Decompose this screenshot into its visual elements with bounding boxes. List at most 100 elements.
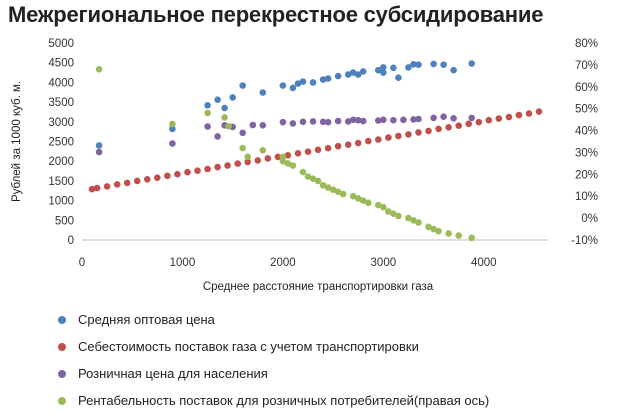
data-point (95, 148, 103, 156)
data-point (450, 115, 457, 122)
data-point (289, 84, 297, 92)
data-point (535, 108, 543, 115)
data-point (284, 160, 292, 167)
data-point (365, 137, 372, 145)
data-points (88, 60, 543, 242)
data-point (450, 66, 457, 74)
data-point (380, 116, 387, 124)
data-point (415, 61, 422, 68)
data-point (415, 129, 422, 136)
y2-tick-label: -10% (571, 235, 598, 247)
data-point (229, 94, 236, 101)
y-tick-label: 4500 (48, 58, 74, 70)
data-point (430, 114, 437, 122)
y2-tick-label: 30% (575, 147, 598, 159)
data-point (95, 66, 103, 73)
y-tick-label: 3500 (48, 97, 74, 109)
data-point (390, 210, 397, 217)
data-point (344, 141, 352, 148)
data-point (349, 192, 357, 200)
data-point (244, 158, 251, 166)
data-point (405, 64, 412, 71)
data-point (349, 69, 357, 76)
data-point (279, 118, 287, 126)
y-axis-right-ticks: -10% 0% 10% 20% 30% 40% 50% 60% 70% 80% (571, 38, 598, 247)
x-axis-ticks: 0 1000 2000 3000 4000 (79, 257, 497, 269)
data-point (204, 123, 211, 130)
data-point (299, 78, 307, 85)
data-point (299, 118, 307, 126)
data-point (324, 184, 332, 191)
data-point (254, 157, 262, 164)
data-point (244, 153, 251, 161)
data-point (505, 113, 513, 121)
legend-marker (58, 396, 66, 405)
y2-tick-label: 50% (575, 104, 598, 116)
data-point (410, 61, 417, 68)
x-axis-label: Среднее расстояние транспортировки газа (203, 281, 434, 293)
data-point (354, 116, 362, 124)
data-point (289, 162, 297, 169)
y2-tick-label: 20% (575, 169, 598, 181)
data-point (294, 150, 302, 157)
y-axis-label: Рублей за 1000 куб. м. (11, 81, 23, 202)
data-point (93, 184, 101, 192)
data-point (475, 118, 483, 126)
data-point (435, 125, 442, 133)
data-point (354, 195, 362, 202)
legend-item: Рентабельность поставок для розничных по… (58, 387, 489, 414)
data-point (435, 227, 442, 235)
data-point (169, 125, 176, 133)
y2-tick-label: 80% (575, 38, 598, 50)
data-point (430, 60, 437, 68)
data-point (239, 129, 246, 137)
data-point (259, 147, 267, 154)
data-point (234, 160, 241, 167)
y2-tick-label: 0% (581, 213, 598, 225)
data-point (359, 68, 367, 75)
data-point (455, 122, 463, 129)
y-axis-left-ticks: 0 500 1000 1500 2000 2500 3000 3500 4000 4500 5000 (48, 38, 74, 247)
y2-tick-label: 60% (575, 82, 598, 94)
legend-label: Розничная цена для населения (78, 366, 268, 381)
data-point (359, 117, 367, 125)
legend-marker (58, 315, 66, 324)
data-point (279, 82, 287, 89)
data-point (468, 114, 476, 122)
data-point (324, 118, 332, 126)
data-point (279, 157, 287, 165)
y-tick-label: 500 (55, 215, 74, 227)
data-point (525, 110, 533, 117)
data-point (309, 79, 317, 86)
legend-marker (58, 369, 66, 378)
data-point (390, 116, 397, 124)
data-point (221, 114, 228, 121)
data-point (324, 144, 332, 152)
x-tick-label: 4000 (471, 257, 497, 269)
data-point (380, 64, 387, 71)
data-point (334, 188, 342, 196)
data-point (164, 172, 171, 180)
data-point (204, 165, 211, 173)
data-point (169, 120, 176, 128)
series-0-points (95, 60, 476, 149)
data-point (123, 179, 131, 187)
data-point (249, 121, 257, 129)
data-point (95, 142, 103, 149)
data-point (309, 118, 317, 125)
data-point (440, 61, 447, 68)
legend-label: Себестоимость поставок газа с учетом тра… (78, 339, 419, 354)
series-2-points (95, 113, 476, 156)
chart-legend: Средняя оптовая цена Себестоимость постав… (58, 306, 489, 414)
data-point (174, 170, 181, 178)
data-point (214, 133, 221, 140)
data-point (425, 127, 432, 135)
data-point (440, 113, 447, 120)
data-point (304, 148, 312, 155)
data-point (289, 120, 297, 127)
y-tick-label: 4000 (48, 77, 74, 89)
data-point (264, 155, 272, 162)
x-tick-label: 3000 (371, 257, 397, 269)
data-point (385, 134, 392, 141)
